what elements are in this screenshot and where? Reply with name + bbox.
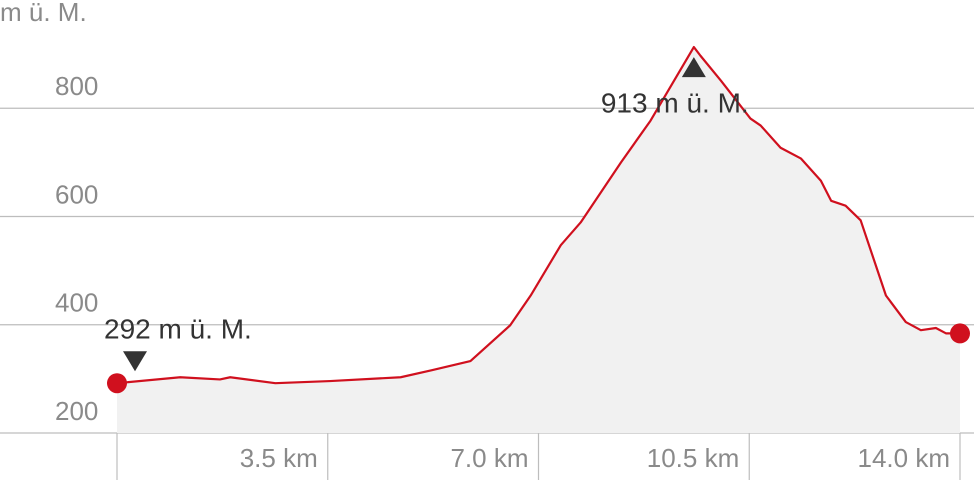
annotation-label: 292 m ü. M.	[104, 314, 252, 345]
annotation-label: 913 m ü. M.	[601, 87, 749, 118]
max-marker	[681, 57, 706, 78]
x-tick-label: 7.0 km	[450, 443, 528, 473]
area-fill	[117, 47, 960, 434]
y-tick-label: 200	[55, 396, 98, 426]
elevation-line	[116, 45, 960, 385]
x-tick-label: 14.0 km	[858, 443, 951, 473]
endpoint-dot	[950, 323, 970, 344]
y-axis-label: m ü. M.	[0, 0, 87, 27]
x-tick-label: 10.5 km	[647, 443, 740, 473]
y-tick-label: 600	[55, 179, 98, 209]
endpoint-dot	[107, 373, 127, 394]
min-marker	[123, 351, 147, 372]
y-tick-label: 800	[55, 71, 98, 101]
x-tick-label: 3.5 km	[240, 443, 318, 473]
y-tick-label: 400	[55, 288, 98, 318]
